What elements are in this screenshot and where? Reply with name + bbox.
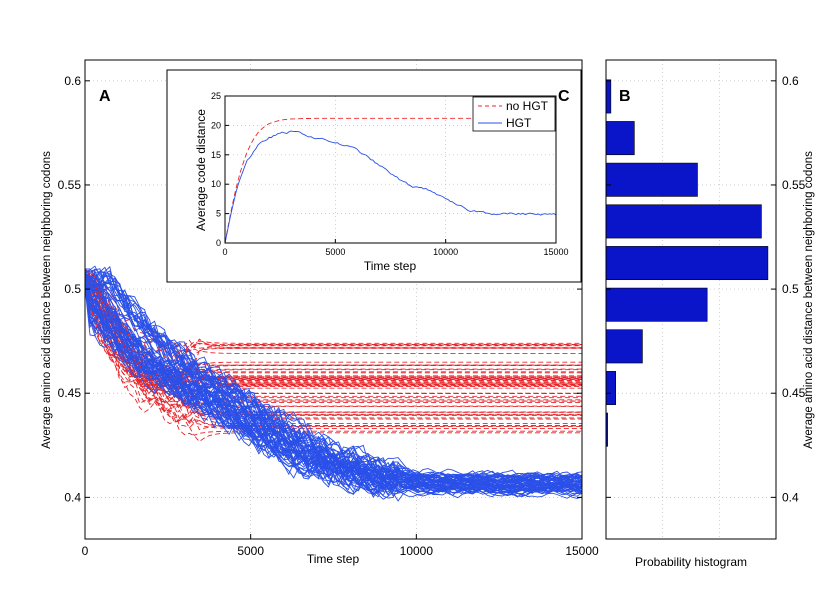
series-line-hgt — [84, 268, 583, 489]
panel-c-y-tick-label: 25 — [211, 91, 221, 101]
panel-a-y-tick-label: 0.4 — [64, 490, 81, 504]
panel-c-xlabel: Time step — [364, 259, 417, 273]
series-line-no-hgt — [84, 282, 582, 429]
series-line-no-hgt — [84, 271, 582, 381]
panel-c-y-tick-label: 15 — [211, 150, 221, 160]
panel-b-border — [605, 59, 777, 540]
panel-c-ticks: 0 5000 10000 15000 0 5 10 15 20 25 — [211, 91, 569, 257]
panel-a-x-tick-label: 5000 — [237, 544, 264, 558]
series-line-hgt — [84, 283, 583, 499]
series-line-no-hgt — [84, 272, 582, 384]
panel-a-x-tick-label: 15000 — [565, 544, 599, 558]
panel-c-grid — [225, 96, 556, 243]
legend-label-hgt: HGT — [506, 116, 532, 130]
panel-a-ylabel: Average amino acid distance between neig… — [41, 151, 53, 449]
panel-c-y-tick-label: 5 — [216, 209, 221, 219]
panel-a-xlabel: Time step — [307, 552, 360, 566]
panel-c-line-hgt — [224, 130, 557, 244]
panel-b-y-tick-label: 0.6 — [782, 74, 799, 88]
panel-c-letter: C — [558, 88, 570, 105]
histogram-bar — [605, 79, 612, 114]
panel-c-ylabel: Average code distance — [194, 109, 208, 231]
series-line-no-hgt — [84, 272, 582, 417]
series-line-no-hgt — [84, 283, 582, 404]
panel-c-x-tick-label: 15000 — [543, 247, 568, 257]
histogram-bar — [605, 246, 769, 281]
histogram-bar — [605, 204, 762, 239]
series-line-hgt — [84, 270, 583, 480]
panel-a-y-tick-label: 0.45 — [58, 386, 82, 400]
series-line-hgt — [84, 276, 583, 492]
panel-c-y-tick-label: 0 — [216, 238, 221, 248]
series-line-hgt — [84, 288, 583, 483]
series-line-no-hgt — [84, 271, 582, 356]
series-line-no-hgt — [84, 275, 582, 387]
panel-c-legend: no HGT HGT — [472, 96, 556, 132]
panel-b-xlabel: Probability histogram — [635, 555, 747, 569]
series-line-no-hgt — [84, 284, 582, 392]
series-line-no-hgt — [84, 280, 582, 443]
panel-b-y-tick-label: 0.5 — [782, 282, 799, 296]
panel-b-ylabel: Average amino acid distance between neig… — [803, 151, 815, 449]
panel-a-series — [84, 265, 583, 502]
panel-a-y-tick-label: 0.6 — [64, 74, 81, 88]
panel-c-y-tick-label: 20 — [211, 120, 221, 130]
series-line-no-hgt — [84, 277, 582, 436]
series-line-no-hgt — [84, 274, 582, 378]
panel-c: 0 5000 10000 15000 0 5 10 15 20 25 C Time step Av… — [166, 69, 582, 283]
panel-a-letter: A — [99, 88, 111, 105]
histogram-bar — [605, 287, 708, 322]
panel-c-x-tick-label: 5000 — [325, 247, 345, 257]
panel-a-ticks: 0 5000 10000 15000 0.4 0.45 0.5 0.55 0.6 — [58, 74, 599, 558]
panel-b-y-tick-label: 0.4 — [782, 490, 799, 504]
histogram-bar — [605, 371, 617, 405]
series-line-no-hgt — [84, 269, 582, 425]
series-line-no-hgt — [84, 279, 582, 363]
panel-a-y-tick-label: 0.55 — [58, 178, 82, 192]
series-line-no-hgt — [84, 274, 582, 397]
panel-a-y-tick-label: 0.5 — [64, 282, 81, 296]
series-line-no-hgt — [84, 283, 582, 409]
series-line-hgt — [84, 265, 583, 491]
series-line-no-hgt — [84, 273, 582, 407]
panel-c-x-tick-label: 10000 — [433, 247, 458, 257]
histogram-bar — [605, 329, 643, 364]
panel-a-border — [84, 59, 583, 540]
series-line-hgt — [84, 270, 583, 486]
panel-a-x-tick-label: 10000 — [400, 544, 434, 558]
series-line-no-hgt — [84, 277, 582, 407]
series-line-hgt — [84, 270, 583, 498]
series-line-no-hgt — [84, 272, 582, 429]
panel-b-bars — [605, 79, 769, 447]
series-hgt — [84, 265, 583, 502]
panel-c-y-tick-label: 10 — [211, 179, 221, 189]
panel-b-ticks: 0.4 0.45 0.5 0.55 0.6 — [606, 74, 806, 504]
panel-b-y-tick-label: 0.45 — [782, 386, 806, 400]
series-line-hgt — [84, 277, 583, 487]
panel-b-letter: B — [619, 88, 631, 105]
histogram-bar — [605, 162, 698, 197]
panel-b-y-tick-label: 0.55 — [782, 178, 806, 192]
legend-box — [472, 96, 556, 132]
panel-c-axes-border — [224, 95, 557, 244]
series-line-no-hgt — [84, 277, 582, 410]
histogram-bar — [605, 121, 635, 156]
legend-label-no-hgt: no HGT — [506, 99, 549, 113]
panel-a-x-tick-label: 0 — [82, 544, 89, 558]
panel-c-x-tick-label: 0 — [222, 247, 227, 257]
panel-b: 0.4 0.45 0.5 0.55 0.6 B Probability histogra… — [605, 59, 815, 569]
series-line-no-hgt — [84, 288, 582, 366]
series-no-hgt — [84, 268, 582, 443]
